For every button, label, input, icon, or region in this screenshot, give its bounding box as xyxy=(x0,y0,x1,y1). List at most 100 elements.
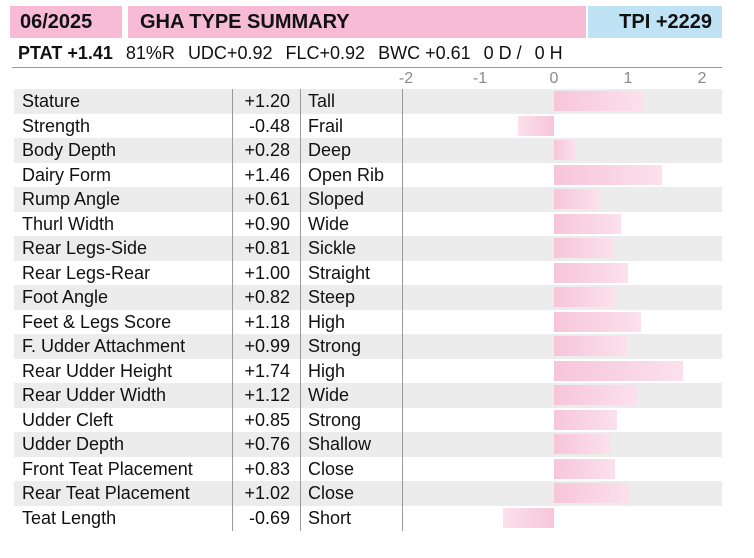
trait-value: +0.76 xyxy=(244,434,290,454)
trait-descriptor: Close xyxy=(308,458,355,479)
trait-bar xyxy=(554,336,628,356)
header-bar: 06/2025 GHA TYPE SUMMARY TPI +2229 xyxy=(10,6,722,38)
trait-value: +1.02 xyxy=(244,483,290,503)
trait-descriptor: Short xyxy=(308,507,352,528)
trait-name: Front Teat Placement xyxy=(22,458,193,479)
trait-name: Rear Legs-Rear xyxy=(22,262,151,283)
trait-value: -0.69 xyxy=(248,507,290,528)
bar-area xyxy=(402,89,722,531)
trait-descriptor: Shallow xyxy=(308,434,372,454)
trait-descriptor: Wide xyxy=(308,213,350,234)
trait-row: F. Udder Attachment +0.99 Strong xyxy=(14,334,722,359)
chart-title: GHA TYPE SUMMARY xyxy=(128,6,586,38)
trait-value: +1.00 xyxy=(244,262,290,283)
column-divider xyxy=(402,89,403,531)
trait-name: Rear Teat Placement xyxy=(22,483,190,503)
trait-name: Udder Depth xyxy=(22,434,125,454)
trait-bar xyxy=(554,213,621,234)
trait-descriptor: Tall xyxy=(308,91,336,111)
trait-descriptor: Deep xyxy=(308,140,352,160)
x-tick-label: -1 xyxy=(472,70,488,87)
trait-bar xyxy=(554,483,630,503)
trait-name: F. Udder Attachment xyxy=(22,336,186,356)
x-tick-label: 2 xyxy=(697,70,707,87)
trait-descriptor: Straight xyxy=(308,262,371,283)
trait-value: +1.20 xyxy=(244,91,290,111)
reliability-value: 81%R xyxy=(125,43,175,63)
trait-value: +0.85 xyxy=(244,409,290,430)
trait-name: Dairy Form xyxy=(22,164,111,185)
trait-bar xyxy=(554,140,575,160)
trait-descriptor: Open Rib xyxy=(308,164,385,185)
trait-descriptor: Sloped xyxy=(308,189,365,209)
trait-name: Teat Length xyxy=(22,507,117,528)
trait-bar xyxy=(554,189,600,209)
trait-bar xyxy=(554,409,617,430)
trait-value: +1.12 xyxy=(244,385,290,405)
trait-name: Rear Legs-Side xyxy=(22,238,148,258)
trait-bar xyxy=(554,287,615,307)
trait-value: +0.61 xyxy=(244,189,290,209)
trait-name: Thurl Width xyxy=(22,213,115,234)
trait-descriptor: Wide xyxy=(308,385,350,405)
evaluation-date: 06/2025 xyxy=(10,6,122,38)
trait-value: +0.99 xyxy=(244,336,290,356)
trait-row: Rump Angle +0.61 Sloped xyxy=(14,187,722,212)
trait-value: +1.18 xyxy=(244,311,290,332)
trait-name: Rear Udder Width xyxy=(22,385,167,405)
x-tick-label: -2 xyxy=(398,70,414,87)
trait-value: -0.48 xyxy=(248,115,290,136)
trait-descriptor: Steep xyxy=(308,287,356,307)
trait-name: Rear Udder Height xyxy=(22,360,173,381)
trait-name: Stature xyxy=(22,91,81,111)
trait-value: +0.81 xyxy=(244,238,290,258)
trait-bar xyxy=(554,91,643,111)
bwc-value: BWC +0.61 xyxy=(378,43,471,63)
herds-count: 0 H xyxy=(534,43,563,63)
trait-value: +1.46 xyxy=(244,164,290,185)
trait-row: Dairy Form +1.46 Open Rib xyxy=(14,163,722,188)
trait-descriptor: Close xyxy=(308,483,355,503)
trait-name: Strength xyxy=(22,115,91,136)
trait-bar xyxy=(554,262,628,283)
trait-name: Udder Cleft xyxy=(22,409,114,430)
x-axis: -2 -1 0 1 2 xyxy=(398,70,722,88)
trait-descriptor: High xyxy=(308,360,346,381)
flc-value: FLC+0.92 xyxy=(285,43,366,63)
summary-divider xyxy=(12,67,722,68)
trait-value: +1.74 xyxy=(244,360,290,381)
trait-value: +0.82 xyxy=(244,287,290,307)
trait-descriptor: Frail xyxy=(308,115,343,136)
trait-name: Body Depth xyxy=(22,140,117,160)
x-tick-label: 1 xyxy=(623,70,633,87)
trait-row: Body Depth +0.28 Deep xyxy=(14,138,722,163)
trait-table: Stature +1.20 Tall Strength -0.48 Frail Body D… xyxy=(14,89,722,530)
trait-bar xyxy=(554,434,611,454)
trait-bar xyxy=(554,238,614,258)
trait-row: Udder Cleft +0.85 Strong xyxy=(14,408,722,433)
trait-value: +0.83 xyxy=(244,458,290,479)
column-divider xyxy=(300,89,301,531)
trait-name: Rump Angle xyxy=(22,189,121,209)
trait-descriptor: Sickle xyxy=(308,238,357,258)
trait-row: Rear Legs-Rear +1.00 Straight xyxy=(14,261,722,286)
trait-bar xyxy=(554,458,616,479)
column-divider xyxy=(232,89,233,531)
trait-value: +0.28 xyxy=(244,140,290,160)
trait-bar xyxy=(554,360,683,381)
trait-row: Rear Udder Height +1.74 High xyxy=(14,359,722,384)
trait-descriptor: Strong xyxy=(308,336,362,356)
trait-name: Foot Angle xyxy=(22,287,109,307)
trait-row: Thurl Width +0.90 Wide xyxy=(14,212,722,237)
trait-name: Feet & Legs Score xyxy=(22,311,172,332)
daughters-count: 0 D / xyxy=(483,43,522,63)
trait-row: Strength -0.48 Frail xyxy=(14,114,722,139)
trait-row: Feet & Legs Score +1.18 High xyxy=(14,310,722,335)
x-tick-label: 0 xyxy=(549,70,559,87)
trait-bar xyxy=(554,164,663,185)
tpi-badge: TPI +2229 xyxy=(588,6,722,38)
trait-row: Front Teat Placement +0.83 Close xyxy=(14,457,722,482)
trait-bar xyxy=(554,385,637,405)
trait-bar xyxy=(554,311,642,332)
trait-bar xyxy=(518,115,554,136)
